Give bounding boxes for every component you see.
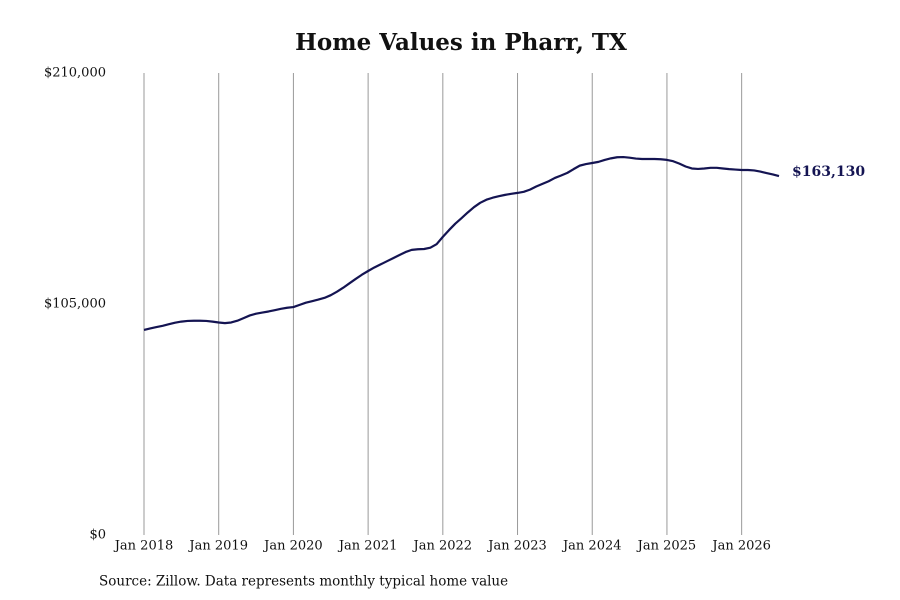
series-line: [143, 155, 780, 332]
x-tick-label: Jan 2018: [113, 539, 174, 554]
x-tick-label: Jan 2019: [187, 539, 248, 554]
x-tick-label: Jan 2023: [486, 539, 547, 554]
x-tick-label: Jan 2024: [561, 539, 622, 554]
y-tick-label: $210,000: [44, 66, 106, 81]
chart-title: Home Values in Pharr, TX: [295, 29, 627, 56]
x-tick-label: Jan 2025: [636, 539, 697, 554]
x-tick-label: Jan 2020: [262, 539, 323, 554]
y-tick-label: $0: [89, 528, 106, 543]
value-label: $163,130: [792, 164, 865, 180]
y-tick-label: $105,000: [44, 297, 106, 312]
x-tick-label: Jan 2026: [710, 539, 771, 554]
source-note: Source: Zillow. Data represents monthly …: [99, 574, 508, 590]
x-tick-label: Jan 2022: [412, 539, 473, 554]
x-tick-label: Jan 2021: [337, 539, 398, 554]
